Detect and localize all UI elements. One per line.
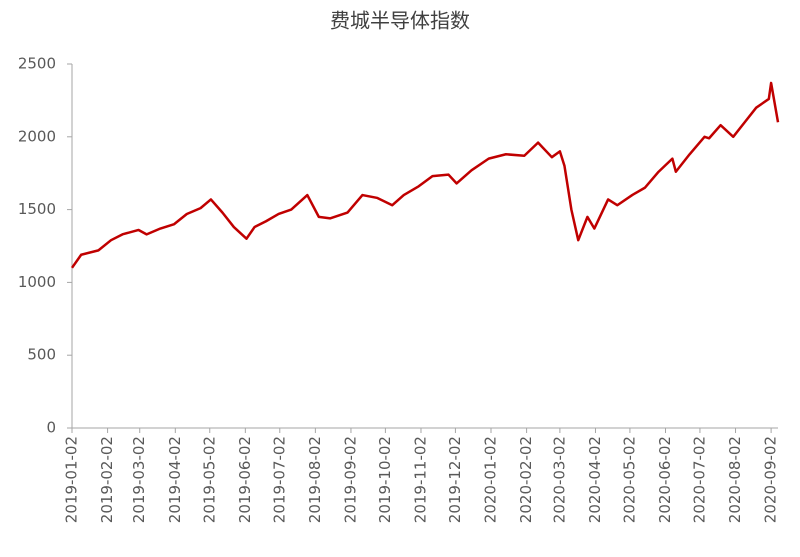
x-tick-label: 2019-11-02 xyxy=(411,436,429,523)
data-line xyxy=(70,81,780,269)
x-tick-label: 2019-01-02 xyxy=(63,436,81,523)
y-tick-label: 2500 xyxy=(18,55,56,73)
x-tick-label: 2020-09-02 xyxy=(762,436,780,523)
x-tick-label: 2019-04-02 xyxy=(166,436,184,523)
x-tick-label: 2019-07-02 xyxy=(270,436,288,523)
y-tick-label: 1500 xyxy=(18,200,56,218)
x-tick-label: 2019-10-02 xyxy=(376,436,394,523)
x-tick-label: 2019-05-02 xyxy=(200,436,218,523)
y-tick-label: 2000 xyxy=(18,127,56,145)
x-tick-label: 2019-09-02 xyxy=(341,436,359,523)
y-tick-label: 0 xyxy=(46,419,56,437)
x-tick-label: 2020-08-02 xyxy=(726,436,744,523)
x-tick-label: 2020-02-02 xyxy=(517,436,535,523)
x-tick-label: 2020-03-02 xyxy=(550,436,568,523)
x-tick-label: 2019-06-02 xyxy=(236,436,254,523)
x-tick-label: 2020-06-02 xyxy=(656,436,674,523)
x-tick-label: 2019-12-02 xyxy=(446,436,464,523)
x-tick-label: 2019-02-02 xyxy=(98,436,116,523)
x-tick-label: 2019-03-02 xyxy=(130,436,148,523)
x-tick-label: 2020-01-02 xyxy=(482,436,500,523)
y-tick-label: 500 xyxy=(27,346,56,364)
x-tick-label: 2020-07-02 xyxy=(690,436,708,523)
x-tick-label: 2019-08-02 xyxy=(306,436,324,523)
x-tick-label: 2020-05-02 xyxy=(620,436,638,523)
y-tick-label: 1000 xyxy=(18,273,56,291)
x-tick-label: 2020-04-02 xyxy=(586,436,604,523)
chart-title: 费城半导体指数 xyxy=(330,9,470,33)
